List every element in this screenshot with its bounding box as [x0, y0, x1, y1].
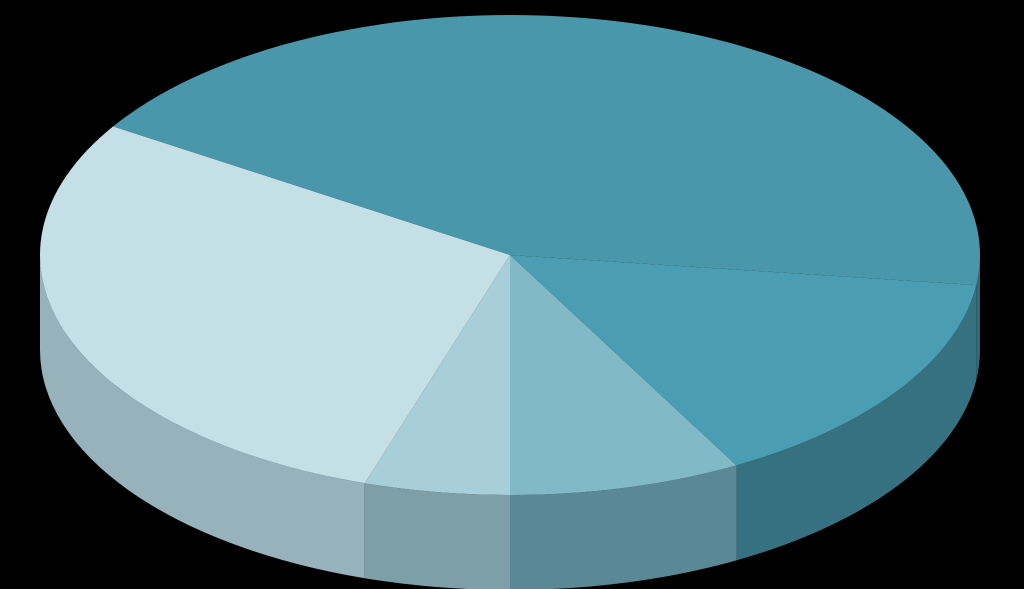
pie-side: [365, 483, 510, 589]
pie-chart-3d: [0, 0, 1024, 589]
